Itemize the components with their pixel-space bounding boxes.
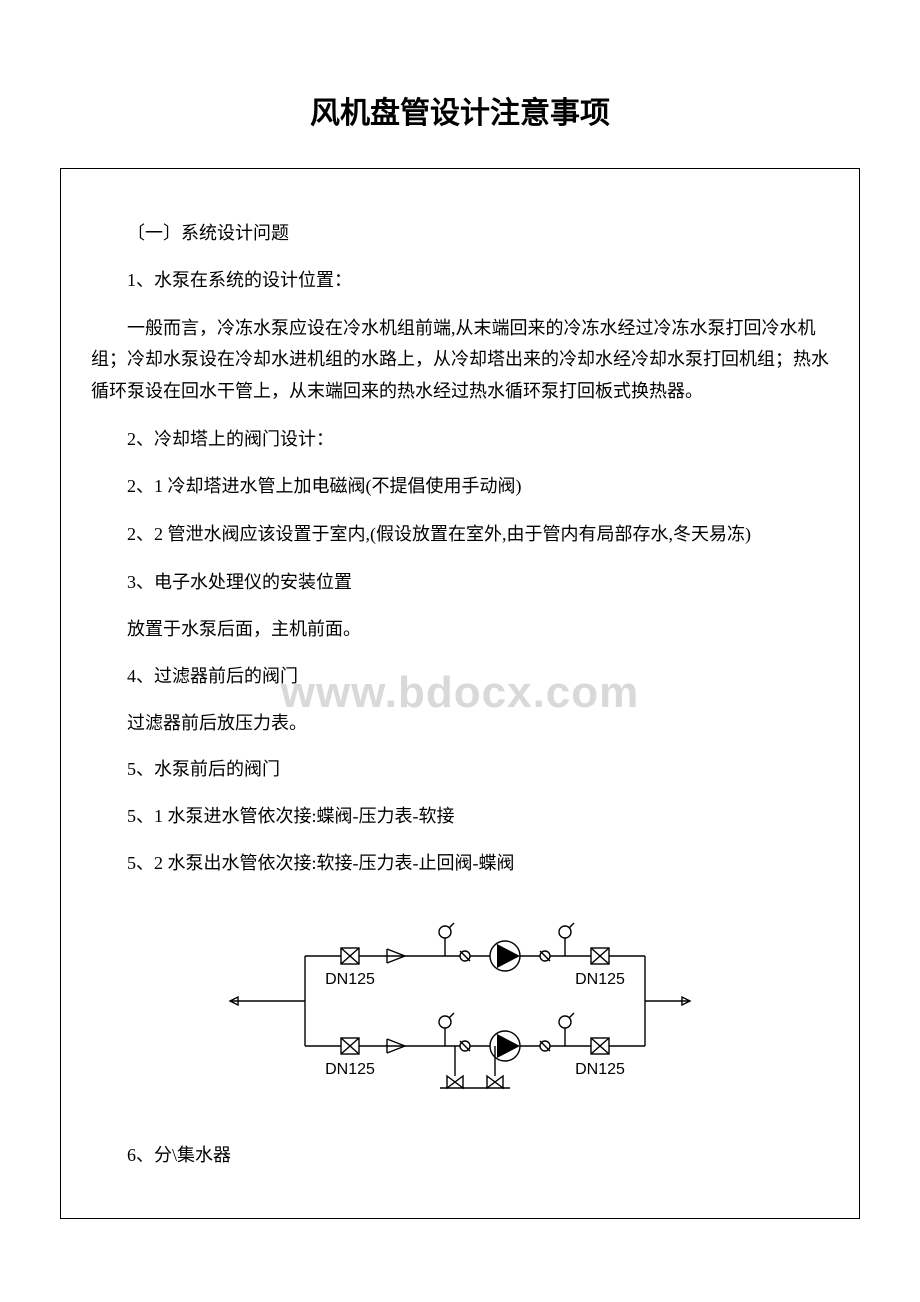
svg-text:DN125: DN125 bbox=[575, 971, 625, 988]
item-1: 1、水泵在系统的设计位置： bbox=[91, 266, 829, 295]
content-box: www.bdocx.com 〔一〕系统设计问题 1、水泵在系统的设计位置： 一般… bbox=[60, 168, 860, 1219]
para-1: 一般而言，冷冻水泵应设在冷水机组前端,从末端回来的冷冻水经过冷冻水泵打回冷水机组… bbox=[91, 313, 829, 408]
pump-diagram: DN125 DN125 DN125 DN125 bbox=[91, 896, 829, 1116]
item-5-2: 5、2 水泵出水管依次接:软接-压力表-止回阀-蝶阀 bbox=[91, 849, 829, 878]
para-4: 过滤器前后放压力表。 bbox=[91, 709, 829, 738]
item-2-1: 2、1 冷却塔进水管上加电磁阀(不提倡使用手动阀) bbox=[91, 472, 829, 501]
svg-text:DN125: DN125 bbox=[325, 1061, 375, 1078]
item-6: 6、分\集水器 bbox=[91, 1141, 829, 1170]
svg-text:DN125: DN125 bbox=[575, 1061, 625, 1078]
item-3: 3、电子水处理仪的安装位置 bbox=[91, 568, 829, 597]
section-heading: 〔一〕系统设计问题 bbox=[91, 219, 829, 248]
item-5: 5、水泵前后的阀门 bbox=[91, 755, 829, 784]
svg-text:DN125: DN125 bbox=[325, 971, 375, 988]
page-title: 风机盘管设计注意事项 bbox=[60, 90, 860, 138]
pump-diagram-svg: DN125 DN125 DN125 DN125 bbox=[210, 896, 710, 1116]
item-4: 4、过滤器前后的阀门 bbox=[91, 662, 829, 691]
item-5-1: 5、1 水泵进水管依次接:蝶阀-压力表-软接 bbox=[91, 802, 829, 831]
item-2: 2、冷却塔上的阀门设计： bbox=[91, 425, 829, 454]
item-2-2: 2、2 管泄水阀应该设置于室内,(假设放置在室外,由于管内有局部存水,冬天易冻) bbox=[91, 519, 829, 551]
para-3: 放置于水泵后面，主机前面。 bbox=[91, 615, 829, 644]
